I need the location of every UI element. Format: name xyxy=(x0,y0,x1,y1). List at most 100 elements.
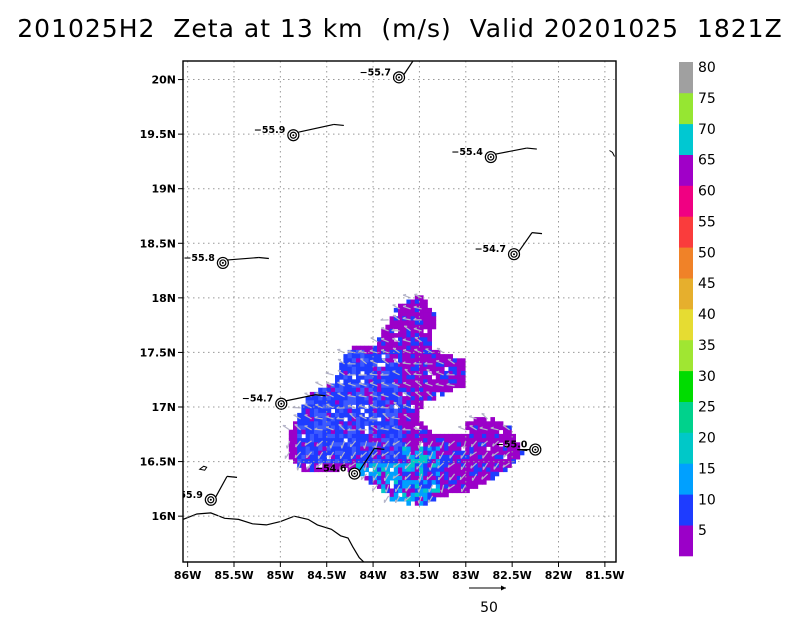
station-label: −54.7 xyxy=(475,244,506,255)
wind-barb xyxy=(298,123,334,133)
colorbar-label: 35 xyxy=(698,338,716,354)
station-label: −55.0 xyxy=(496,440,528,451)
wind-barb xyxy=(286,394,316,402)
lon-tick-label: 81.5W xyxy=(585,569,624,582)
colorbar-segment xyxy=(679,185,693,217)
station-marker: −54.6 xyxy=(315,447,385,480)
lat-tick-label: 17.5N xyxy=(140,346,176,359)
lon-tick-label: 85W xyxy=(267,569,294,582)
plot-frame xyxy=(182,60,617,563)
colorbar-segment xyxy=(679,525,693,557)
wind-barb xyxy=(315,394,326,397)
colorbar-segment xyxy=(679,216,693,248)
plot-area: 86W 85.5W 85W 84.5W 84W 83.5W 83W 82.5W 82W 81.5W… xyxy=(140,52,625,582)
lon-tick-label: 84.5W xyxy=(307,569,346,582)
wind-barb xyxy=(419,52,429,53)
station-label: −54.6 xyxy=(315,464,347,475)
colorbar-label: 40 xyxy=(698,307,716,323)
lat-tick-label: 18.5N xyxy=(140,237,176,250)
wind-barb xyxy=(258,256,269,260)
lon-tick-label: 82W xyxy=(545,569,572,582)
colorbar-label: 15 xyxy=(698,461,716,477)
lon-tick-label: 83.5W xyxy=(400,569,439,582)
station-label: −55.9 xyxy=(171,490,202,501)
wind-barb xyxy=(226,475,238,478)
colorbar-segment xyxy=(679,247,693,279)
station-marker: −55.8 xyxy=(183,253,269,270)
colorbar-label: 70 xyxy=(698,122,716,138)
lat-tick-label: 16N xyxy=(151,510,176,523)
colorbar-segment xyxy=(679,123,693,155)
colorbar-label: 65 xyxy=(698,153,716,169)
lon-tick-label: 85.5W xyxy=(214,569,253,582)
station-marker: −55.7 xyxy=(360,52,429,84)
colorbar-segment xyxy=(679,463,693,495)
colorbar-label: 20 xyxy=(698,431,716,447)
station-marker: −55.9 xyxy=(254,123,344,142)
wind-barb xyxy=(215,476,228,498)
station-label: −55.7 xyxy=(360,67,391,78)
colorbar-segment xyxy=(679,401,693,433)
colorbar-segment xyxy=(679,339,693,372)
station-marker: −55.4 xyxy=(451,147,537,164)
station-label: −55.9 xyxy=(254,125,285,136)
colorbar-segment xyxy=(679,432,693,464)
station-label: −55.4 xyxy=(451,147,483,158)
colorbar-label: 80 xyxy=(698,60,716,76)
station-marker: −54.7 xyxy=(242,394,326,410)
colorbar-segment xyxy=(679,92,693,125)
colorbar: 5 10 15 20 25 30 35 40 45 50 55 60 65 70 75 80 xyxy=(679,60,716,557)
lat-tick-label: 19N xyxy=(151,183,176,196)
station-label: −54.7 xyxy=(242,394,273,405)
colorbar-label: 25 xyxy=(698,400,716,416)
station-marker: −55.0 xyxy=(496,440,542,456)
wind-barb xyxy=(526,147,537,150)
colorbar-label: 30 xyxy=(698,369,716,385)
station-label: −55.8 xyxy=(183,253,215,264)
lon-tick-label: 82.5W xyxy=(493,569,532,582)
colorbar-segment xyxy=(679,370,693,402)
colorbar-segment xyxy=(679,154,693,186)
colorbar-segment xyxy=(679,278,693,310)
reference-label: 50 xyxy=(480,600,498,616)
colorbar-segment xyxy=(679,62,693,94)
colorbar-label: 45 xyxy=(698,276,716,292)
wind-barb xyxy=(359,448,375,471)
colorbar-label: 50 xyxy=(698,245,716,261)
wind-arrows xyxy=(282,293,511,504)
axis-ticks: 86W 85.5W 85W 84.5W 84W 83.5W 83W 82.5W 82W 81.5W… xyxy=(140,74,625,582)
stations: −55.7 −55.9 −55.4 −54.7 −55.8 −54.7 −55.0 −54.6… xyxy=(171,52,543,506)
lat-tick-label: 20N xyxy=(151,74,176,87)
lat-tick-label: 17N xyxy=(151,401,176,414)
wind-barb xyxy=(518,232,533,252)
colorbar-label: 60 xyxy=(698,184,716,200)
wind-barb xyxy=(227,256,259,261)
colorbar-label: 5 xyxy=(698,523,707,539)
lat-tick-label: 19.5N xyxy=(140,128,176,141)
colorbar-segment xyxy=(679,494,693,526)
colorbar-segment xyxy=(679,309,693,341)
colorbar-label: 55 xyxy=(698,214,716,230)
reference-arrowhead xyxy=(501,585,506,591)
wind-barb xyxy=(374,447,385,450)
map-title: 201025H2 Zeta at 13 km (m/s) Valid 20201… xyxy=(17,14,783,43)
lon-tick-label: 83W xyxy=(452,569,479,582)
lon-tick-label: 86W xyxy=(174,569,201,582)
island xyxy=(609,150,615,157)
lat-tick-label: 16.5N xyxy=(140,456,176,469)
station-marker: −54.7 xyxy=(475,231,543,261)
colorbar-label: 10 xyxy=(698,492,716,508)
lat-tick-label: 18N xyxy=(151,292,176,305)
lon-tick-label: 84W xyxy=(359,569,386,582)
wind-barb xyxy=(495,147,527,155)
grid xyxy=(183,61,616,562)
island xyxy=(198,465,208,471)
wind-barb xyxy=(517,448,528,452)
wind-barb xyxy=(403,61,414,75)
coastline xyxy=(183,512,365,562)
wind-barb xyxy=(531,231,543,235)
wind-barb xyxy=(333,123,344,127)
station-marker: −55.9 xyxy=(171,475,238,506)
colorbar-label: 75 xyxy=(698,91,716,107)
